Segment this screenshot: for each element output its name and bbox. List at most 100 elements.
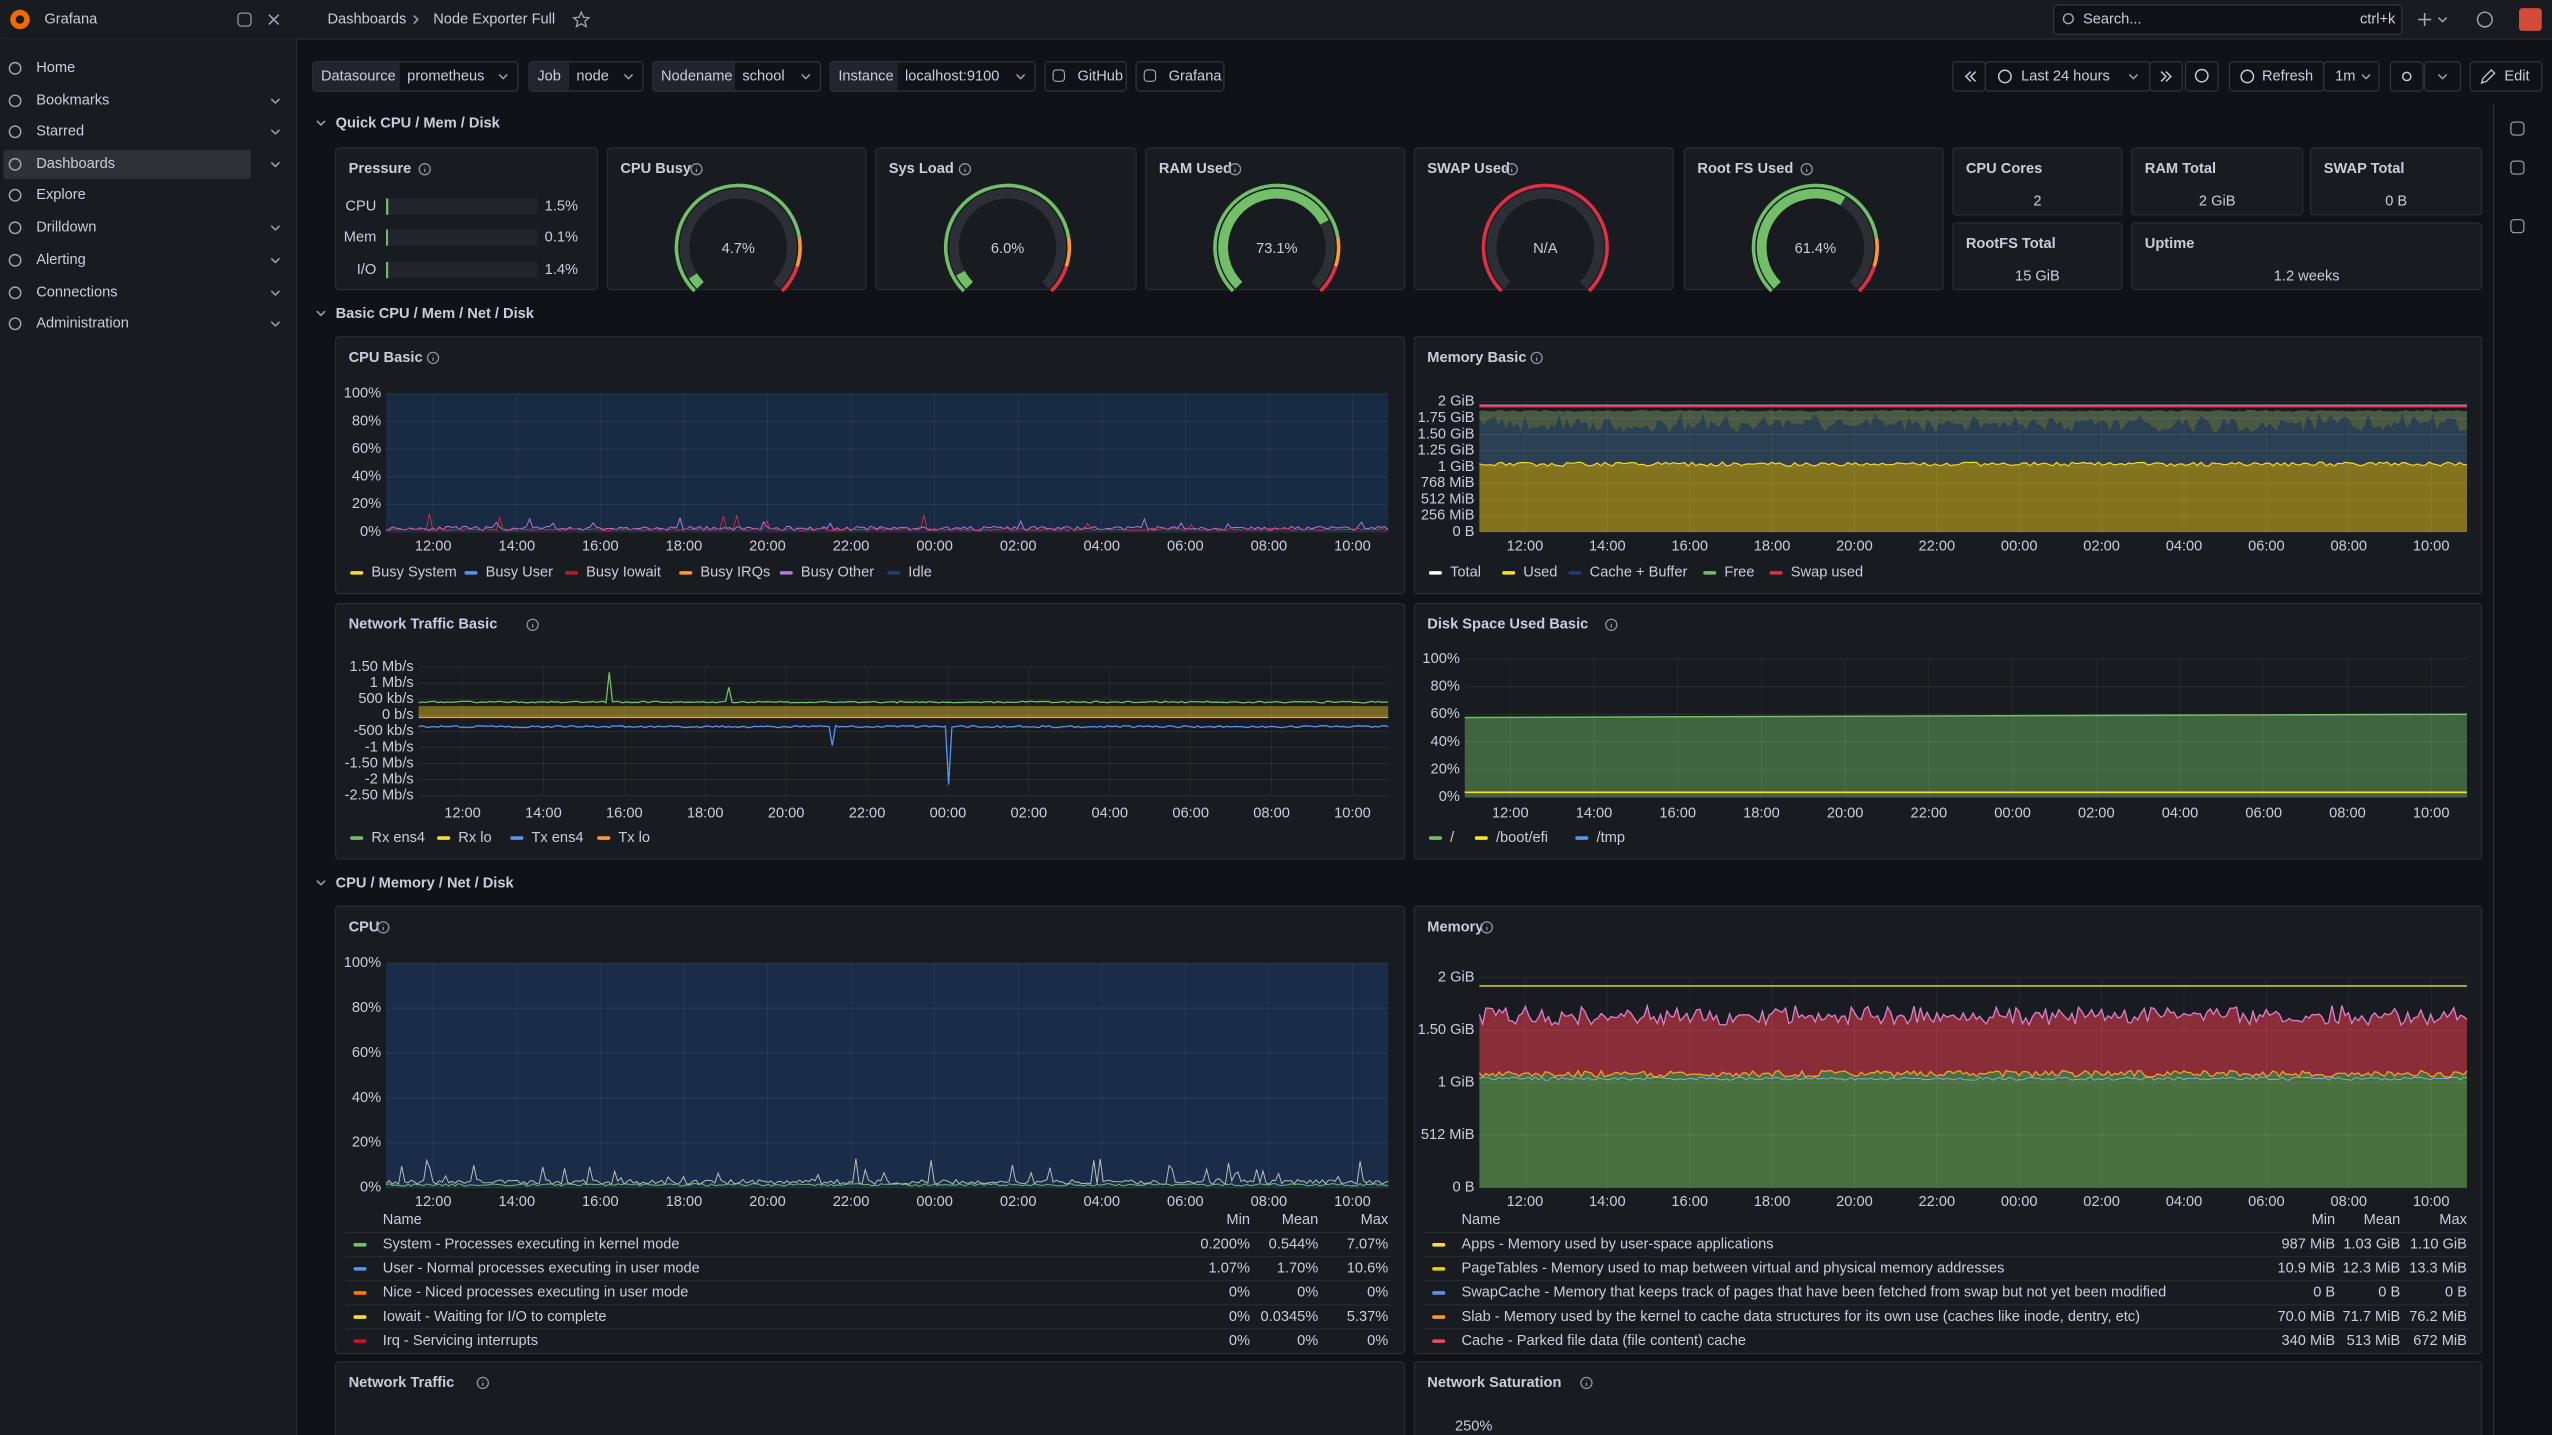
- table-name[interactable]: User - Normal processes executing in use…: [383, 1261, 700, 1277]
- link-button[interactable]: [1044, 61, 1127, 92]
- y-tick-label: 0 B: [1453, 1180, 1475, 1196]
- legend-label[interactable]: Tx lo: [618, 830, 650, 846]
- legend-label[interactable]: Total: [1450, 565, 1481, 581]
- sidebar-item[interactable]: Bookmarks: [36, 93, 109, 109]
- stat-value: 1.2 weeks: [2274, 268, 2340, 284]
- sidebar-icon: [8, 286, 22, 300]
- gauge-threshold: [1064, 237, 1072, 267]
- table-name[interactable]: Iowait - Waiting for I/O to complete: [383, 1309, 607, 1325]
- legend-label[interactable]: Free: [1724, 565, 1754, 581]
- legend-label[interactable]: /boot/efi: [1496, 830, 1548, 846]
- rail-icon[interactable]: [2510, 121, 2525, 136]
- table-name[interactable]: Cache - Parked file data (file content) …: [1461, 1333, 1746, 1349]
- interval-picker[interactable]: [2323, 61, 2380, 92]
- avatar[interactable]: [2519, 8, 2542, 31]
- right-rail-border: [2492, 104, 2495, 1435]
- chevron: [270, 161, 280, 168]
- row-title[interactable]: Basic CPU / Mem / Net / Disk: [336, 306, 535, 322]
- info-icon: [958, 163, 972, 176]
- variable-value[interactable]: prometheus: [407, 68, 484, 84]
- sidebar-item[interactable]: Administration: [36, 316, 129, 332]
- plus-icon[interactable]: [2418, 13, 2432, 27]
- search-placeholder: Search...: [2083, 11, 2142, 27]
- table-name[interactable]: Apps - Memory used by user-space applica…: [1461, 1237, 1773, 1253]
- sidebar-item[interactable]: Home: [36, 60, 75, 76]
- table-header: Min: [1226, 1212, 1250, 1228]
- gauge-threshold: [1213, 183, 1340, 293]
- x-tick-label: 12:00: [415, 1194, 452, 1210]
- table-name[interactable]: PageTables - Memory used to map between …: [1461, 1261, 2004, 1277]
- legend-label[interactable]: Used: [1523, 565, 1557, 581]
- rail-icon[interactable]: [2510, 219, 2525, 234]
- table-value: 0 B: [2313, 1285, 2335, 1301]
- table-name[interactable]: Slab - Memory used by the kernel to cach…: [1461, 1309, 2139, 1325]
- gauge-threshold: [1049, 265, 1069, 293]
- y-tick-label: 80%: [352, 1000, 381, 1016]
- x-tick-label: 10:00: [2413, 539, 2450, 555]
- table-header: Mean: [2364, 1212, 2401, 1228]
- sidebar-item[interactable]: Drilldown: [36, 220, 96, 236]
- sidebar-item[interactable]: Dashboards: [36, 156, 115, 172]
- legend-label[interactable]: /tmp: [1597, 830, 1625, 846]
- table-header: Max: [2439, 1212, 2467, 1228]
- share-button[interactable]: [2389, 61, 2424, 92]
- table-value: 0%: [1297, 1285, 1318, 1301]
- table-name[interactable]: Irq - Servicing interrupts: [383, 1333, 538, 1349]
- table-header: Name: [1461, 1212, 1500, 1228]
- sidebar-item[interactable]: Alerting: [36, 252, 86, 268]
- legend-label[interactable]: Swap used: [1791, 565, 1863, 581]
- sidebar-item[interactable]: Connections: [36, 285, 117, 301]
- legend-label[interactable]: Idle: [908, 565, 932, 581]
- series-area: [1479, 410, 2467, 433]
- gauge-label: N/A: [1533, 241, 1558, 257]
- help-icon[interactable]: [2476, 11, 2493, 28]
- legend-label[interactable]: Busy IRQs: [700, 565, 770, 581]
- legend-label[interactable]: Busy User: [486, 565, 554, 581]
- variable-value[interactable]: school: [742, 68, 784, 84]
- legend-label[interactable]: Cache + Buffer: [1590, 565, 1688, 581]
- legend-label[interactable]: Busy Iowait: [586, 565, 661, 581]
- series-line: [1478, 1069, 2468, 1079]
- dock-icon[interactable]: [237, 12, 252, 27]
- series-line: [1479, 1076, 2468, 1081]
- legend-label[interactable]: Rx ens4: [371, 830, 425, 846]
- share-menu[interactable]: [2424, 61, 2462, 92]
- zoom-out[interactable]: [2184, 61, 2219, 92]
- edit-button[interactable]: [2469, 61, 2543, 92]
- breadcrumb[interactable]: Dashboards: [327, 11, 406, 27]
- y-tick-label: 2 GiB: [1438, 394, 1475, 410]
- sidebar-item[interactable]: Explore: [36, 187, 86, 203]
- x-tick-label: 00:00: [930, 805, 967, 821]
- row-title[interactable]: CPU / Memory / Net / Disk: [336, 875, 515, 891]
- row-title[interactable]: Quick CPU / Mem / Disk: [336, 116, 501, 132]
- x-tick-label: 04:00: [1083, 539, 1120, 555]
- pressure-bar: [386, 229, 388, 246]
- close-icon[interactable]: [268, 14, 280, 25]
- legend-label[interactable]: Rx lo: [458, 830, 491, 846]
- search-box[interactable]: [2053, 4, 2403, 35]
- link-button[interactable]: [1135, 61, 1225, 92]
- variable-value[interactable]: localhost:9100: [905, 68, 999, 84]
- info-icon: [426, 351, 440, 365]
- icon: [1964, 71, 1977, 82]
- x-tick-label: 00:00: [916, 1194, 953, 1210]
- y-tick-label: 500 kb/s: [358, 691, 413, 707]
- legend-label[interactable]: /: [1450, 830, 1455, 846]
- sidebar-item[interactable]: Starred: [36, 124, 84, 140]
- table-name[interactable]: System - Processes executing in kernel m…: [383, 1237, 680, 1253]
- y-tick-label: 768 MiB: [1421, 475, 1475, 491]
- chevron: [270, 257, 280, 264]
- legend-label[interactable]: Busy System: [371, 565, 456, 581]
- table-name[interactable]: Nice - Niced processes executing in user…: [383, 1285, 689, 1301]
- panel-title: RAM Total: [2145, 161, 2216, 177]
- time-back[interactable]: [1952, 61, 1986, 92]
- rail-icon[interactable]: [2510, 160, 2525, 175]
- table-name[interactable]: SwapCache - Memory that keeps track of p…: [1461, 1285, 2166, 1301]
- variable-value[interactable]: node: [576, 68, 609, 84]
- legend-swatch: [353, 1315, 367, 1319]
- panel: [335, 147, 599, 291]
- y-tick-label: 0 B: [1453, 524, 1475, 540]
- legend-label[interactable]: Busy Other: [801, 565, 874, 581]
- legend-label[interactable]: Tx ens4: [531, 830, 583, 846]
- star-icon[interactable]: [572, 10, 591, 29]
